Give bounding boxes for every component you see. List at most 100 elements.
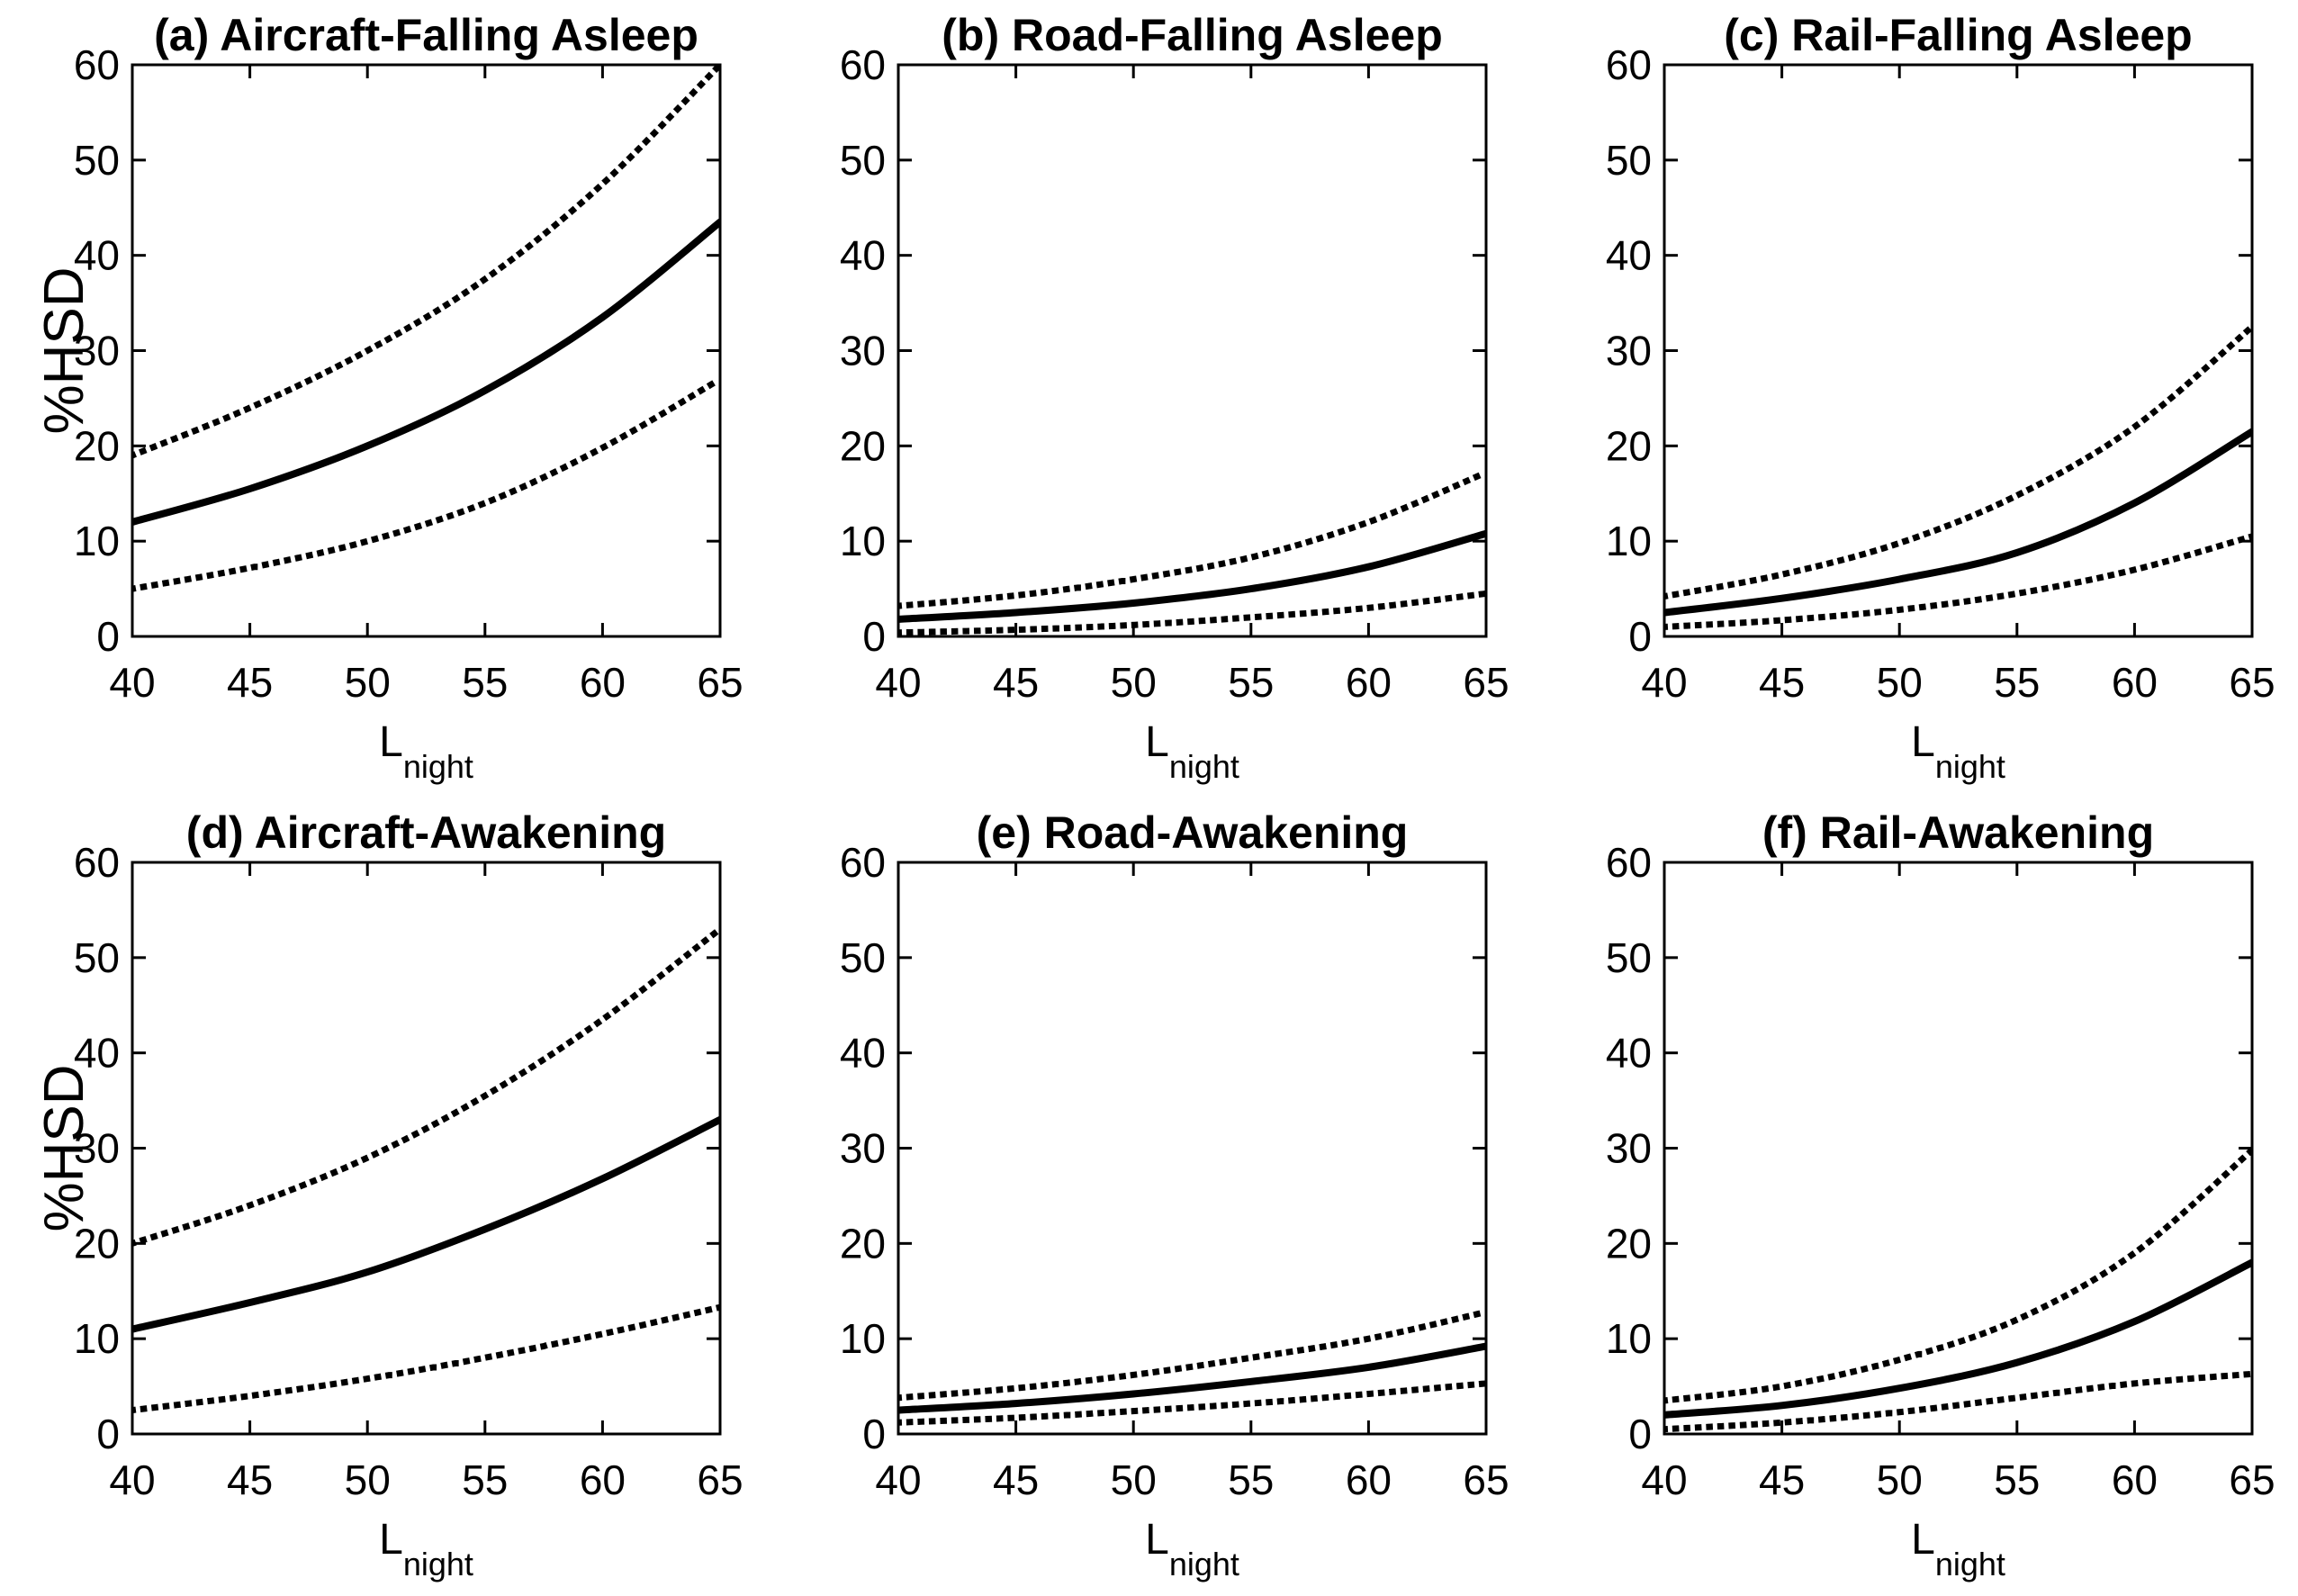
y-tick-label: 50 [840,137,886,184]
x-tick-label: 50 [1111,659,1157,706]
x-tick-label: 60 [580,659,626,706]
x-tick-label: 55 [462,659,508,706]
y-tick-label: 20 [1606,422,1652,469]
y-tick-label: 40 [1606,1030,1652,1077]
y-tick-label: 20 [840,1220,886,1267]
y-tick-label: 30 [840,1125,886,1172]
x-axis-label: Lnight [1911,718,2005,785]
y-tick-label: 10 [840,518,886,564]
x-tick-label: 45 [227,659,273,706]
y-axis-label: %HSD [33,266,95,434]
panel-road-awakening: (e) Road-Awakening 40 45 50 55 60 65 0 10 20 30 40 5… [840,807,1509,1582]
x-tick-label: 60 [1346,1456,1392,1503]
panel-title: (b) Road-Falling Asleep [942,10,1443,60]
panel-title: (c) Rail-Falling Asleep [1724,10,2192,60]
y-tick-label: 0 [96,1411,120,1457]
y-tick-label: 30 [1606,328,1652,374]
y-tick-label: 60 [840,41,886,88]
y-tick-label: 50 [1606,934,1652,981]
y-tick-label: 40 [840,1030,886,1077]
panel-aircraft-awakening: (d) Aircraft-Awakening 40 45 50 55 60 65 0 10 20 3… [33,807,743,1582]
x-tick-label: 50 [1877,1456,1923,1503]
y-axis-label: %HSD [33,1064,95,1231]
y-tick-label: 0 [862,1411,886,1457]
curve-solid-center-line [1664,1258,2252,1419]
x-tick-label: 40 [1641,1456,1687,1503]
y-tick-label: 20 [74,422,120,469]
y-tick-label: 10 [1606,518,1652,564]
x-tick-label: 45 [993,659,1039,706]
y-tick-label: 60 [74,41,120,88]
x-tick-label: 60 [580,1456,626,1503]
y-tick-label: 30 [74,1125,120,1172]
x-tick-label: 45 [1759,1456,1805,1503]
curve-dotted-lower-line [132,1303,720,1414]
axes-frame [897,63,1488,638]
x-tick-label: 55 [1228,1456,1274,1503]
panel-road-falling-asleep: (b) Road-Falling Asleep 40 45 50 55 60 65 0 10 20… [840,10,1509,785]
x-tick-label: 55 [1994,659,2040,706]
panel-title: (f) Rail-Awakening [1762,807,2154,858]
curve-group [132,65,720,592]
x-tick-label: 65 [697,659,743,706]
y-tick-label: 40 [74,232,120,279]
curve-solid-center-line [132,1115,720,1333]
axes-frame [1663,861,2254,1436]
curve-dotted-lower-line [132,375,720,592]
y-tick-label: 10 [74,1315,120,1362]
x-tick-label: 40 [1641,659,1687,706]
y-tick-label: 10 [840,1315,886,1362]
y-tick-label: 60 [1606,839,1652,886]
y-tick-label: 40 [840,232,886,279]
x-tick-label: 65 [2229,1456,2275,1503]
y-tick-label: 10 [74,518,120,564]
panel-title: (d) Aircraft-Awakening [186,807,666,858]
y-tick-label: 10 [1606,1315,1652,1362]
y-tick-label: 30 [840,328,886,374]
x-axis-label: Lnight [1911,1516,2005,1582]
x-tick-label: 50 [1877,659,1923,706]
x-tick-label: 40 [109,659,155,706]
x-axis-label: Lnight [1145,718,1239,785]
y-tick-label: 30 [1606,1125,1652,1172]
y-tick-label: 60 [840,839,886,886]
curve-solid-center-line [1664,428,2252,617]
x-tick-label: 55 [462,1456,508,1503]
y-tick-label: 20 [1606,1220,1652,1267]
x-tick-label: 60 [1346,659,1392,706]
x-tick-label: 40 [875,1456,921,1503]
y-tick-label: 20 [840,422,886,469]
x-tick-label: 50 [1111,1456,1157,1503]
y-tick-label: 0 [96,613,120,660]
x-tick-label: 60 [2112,1456,2158,1503]
curve-group [898,1308,1486,1426]
curve-dotted-upper-line [898,1308,1486,1402]
x-tick-label: 45 [993,1456,1039,1503]
axes-frame [897,861,1488,1436]
x-tick-label: 45 [1759,659,1805,706]
x-tick-label: 55 [1994,1456,2040,1503]
y-tick-label: 0 [862,613,886,660]
curve-dotted-lower-line [898,590,1486,636]
x-axis-label: Lnight [1145,1516,1239,1582]
curve-solid-center-line [898,529,1486,623]
curve-dotted-upper-line [1664,322,2252,600]
curve-group [1664,322,2252,630]
curve-dotted-upper-line [1664,1145,2252,1404]
y-tick-label: 0 [1628,613,1652,660]
x-tick-label: 65 [1463,659,1509,706]
y-tick-label: 50 [840,934,886,981]
panel-aircraft-falling-asleep: (a) Aircraft-Falling Asleep 40 45 50 55 60 65 0… [33,10,743,785]
y-tick-label: 0 [1628,1411,1652,1457]
x-tick-label: 50 [345,1456,391,1503]
axes-frame [131,861,722,1436]
panel-rail-awakening: (f) Rail-Awakening 40 45 50 55 60 65 0 10 20 30 40 5… [1606,807,2275,1582]
panel-rail-falling-asleep: (c) Rail-Falling Asleep 40 45 50 55 60 65 0 10 20… [1606,10,2275,785]
axes-frame [131,63,722,638]
curve-dotted-lower-line [1664,1370,2252,1433]
curve-dotted-lower-line [898,1380,1486,1426]
x-tick-label: 55 [1228,659,1274,706]
x-tick-label: 50 [345,659,391,706]
curve-solid-center-line [132,218,720,526]
